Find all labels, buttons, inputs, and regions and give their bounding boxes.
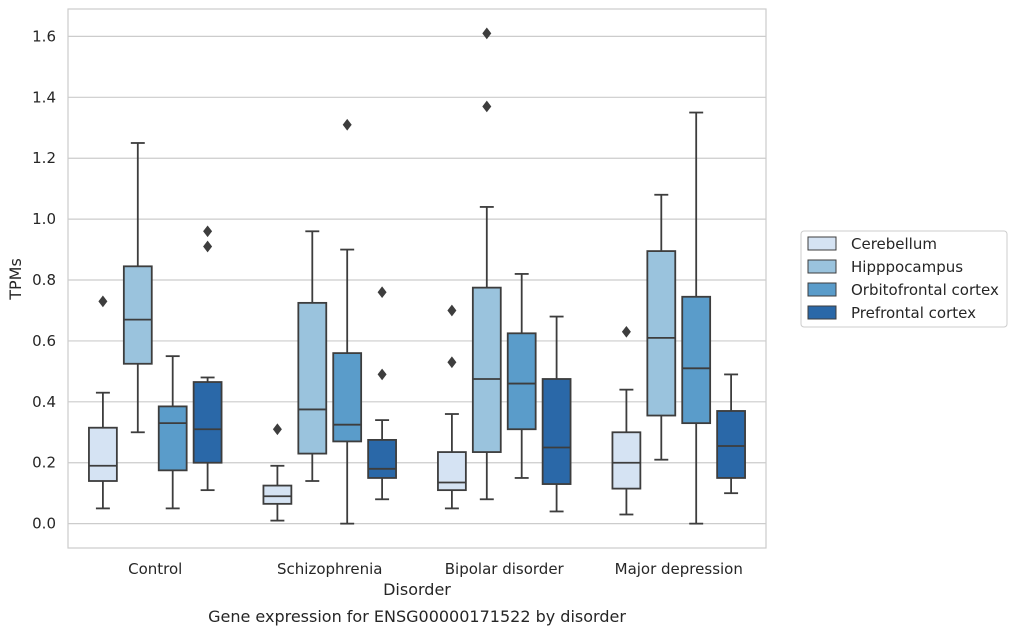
legend-swatch: [807, 305, 837, 320]
box-group: [716, 373, 746, 495]
legend-swatch: [807, 236, 837, 251]
legend-swatch: [807, 282, 837, 297]
legend-swatch: [807, 259, 837, 274]
outlier-point: [447, 356, 457, 369]
box-iqr: [192, 381, 223, 464]
y-tick-label: 1.2: [32, 149, 56, 167]
y-tick-label: 1.4: [32, 88, 56, 106]
legend-label: Cerebellum: [851, 235, 937, 253]
box-group: [157, 355, 188, 510]
x-tick-label: Major depression: [615, 560, 743, 578]
box-iqr: [297, 301, 328, 455]
box-iqr: [471, 286, 502, 453]
x-tick-label: Bipolar disorder: [445, 560, 565, 578]
box-group: [332, 118, 363, 525]
outlier-point: [203, 240, 213, 253]
box-group: [506, 273, 537, 479]
x-tick-label: Control: [128, 560, 182, 578]
legend-label: Hipppocampus: [851, 258, 963, 276]
outlier-point: [272, 423, 282, 436]
box-iqr: [646, 250, 677, 417]
y-tick-label: 1.0: [32, 210, 56, 228]
legend-frame: [800, 230, 1008, 328]
outlier-point: [203, 225, 213, 238]
box-group: [262, 423, 293, 522]
legend-label: Prefrontal cortex: [851, 304, 976, 322]
box-iqr: [506, 332, 537, 431]
box-iqr: [332, 352, 363, 443]
box-iqr: [88, 426, 118, 482]
box-plots: [88, 27, 746, 525]
box-group: [88, 295, 118, 510]
legend-label: Orbitofrontal cortex: [851, 281, 999, 299]
outlier-point: [621, 325, 631, 338]
y-tick-label: 1.6: [32, 27, 56, 45]
box-iqr: [541, 378, 572, 485]
x-axis-ticks: Control Schizophrenia Bipolar disorder Majo…: [128, 560, 743, 578]
box-iqr: [262, 484, 293, 505]
x-tick-label: Schizophrenia: [277, 560, 382, 578]
y-axis-ticks: 0.0 0.2 0.4 0.6 0.8 1.0 1.2 1.4 1.6: [32, 27, 56, 532]
box-group: [681, 111, 712, 525]
box-iqr: [157, 405, 188, 472]
box-iqr: [437, 451, 467, 492]
y-tick-label: 0.2: [32, 454, 56, 472]
y-axis-title: TPMs: [6, 258, 25, 301]
box-group: [297, 230, 328, 482]
box-iqr: [681, 295, 712, 425]
outlier-point: [447, 304, 457, 317]
y-tick-label: 0.6: [32, 332, 56, 350]
figure-caption: Gene expression for ENSG00000171522 by d…: [208, 607, 626, 626]
y-tick-label: 0.8: [32, 271, 56, 289]
y-tick-label: 0.0: [32, 515, 56, 533]
box-iqr: [611, 431, 642, 490]
box-group: [192, 225, 223, 492]
outlier-point: [377, 368, 387, 381]
box-group: [541, 315, 572, 513]
box-group: [437, 304, 467, 510]
outlier-point: [482, 27, 492, 40]
y-tick-label: 0.4: [32, 393, 56, 411]
x-axis-title: Disorder: [383, 580, 451, 599]
outlier-point: [377, 286, 387, 299]
plot-area-frame: [67, 8, 767, 549]
box-group: [471, 27, 502, 501]
box-iqr: [367, 438, 397, 479]
box-group: [122, 142, 153, 434]
box-group: [646, 193, 677, 461]
outlier-point: [98, 295, 108, 308]
outlier-point: [342, 118, 352, 131]
box-group: [611, 325, 642, 516]
box-iqr: [716, 410, 746, 479]
legend: Cerebellum Hipppocampus Orbitofrontal cort…: [800, 230, 1008, 328]
box-group: [367, 286, 397, 501]
outlier-point: [482, 100, 492, 113]
box-iqr: [122, 265, 153, 365]
